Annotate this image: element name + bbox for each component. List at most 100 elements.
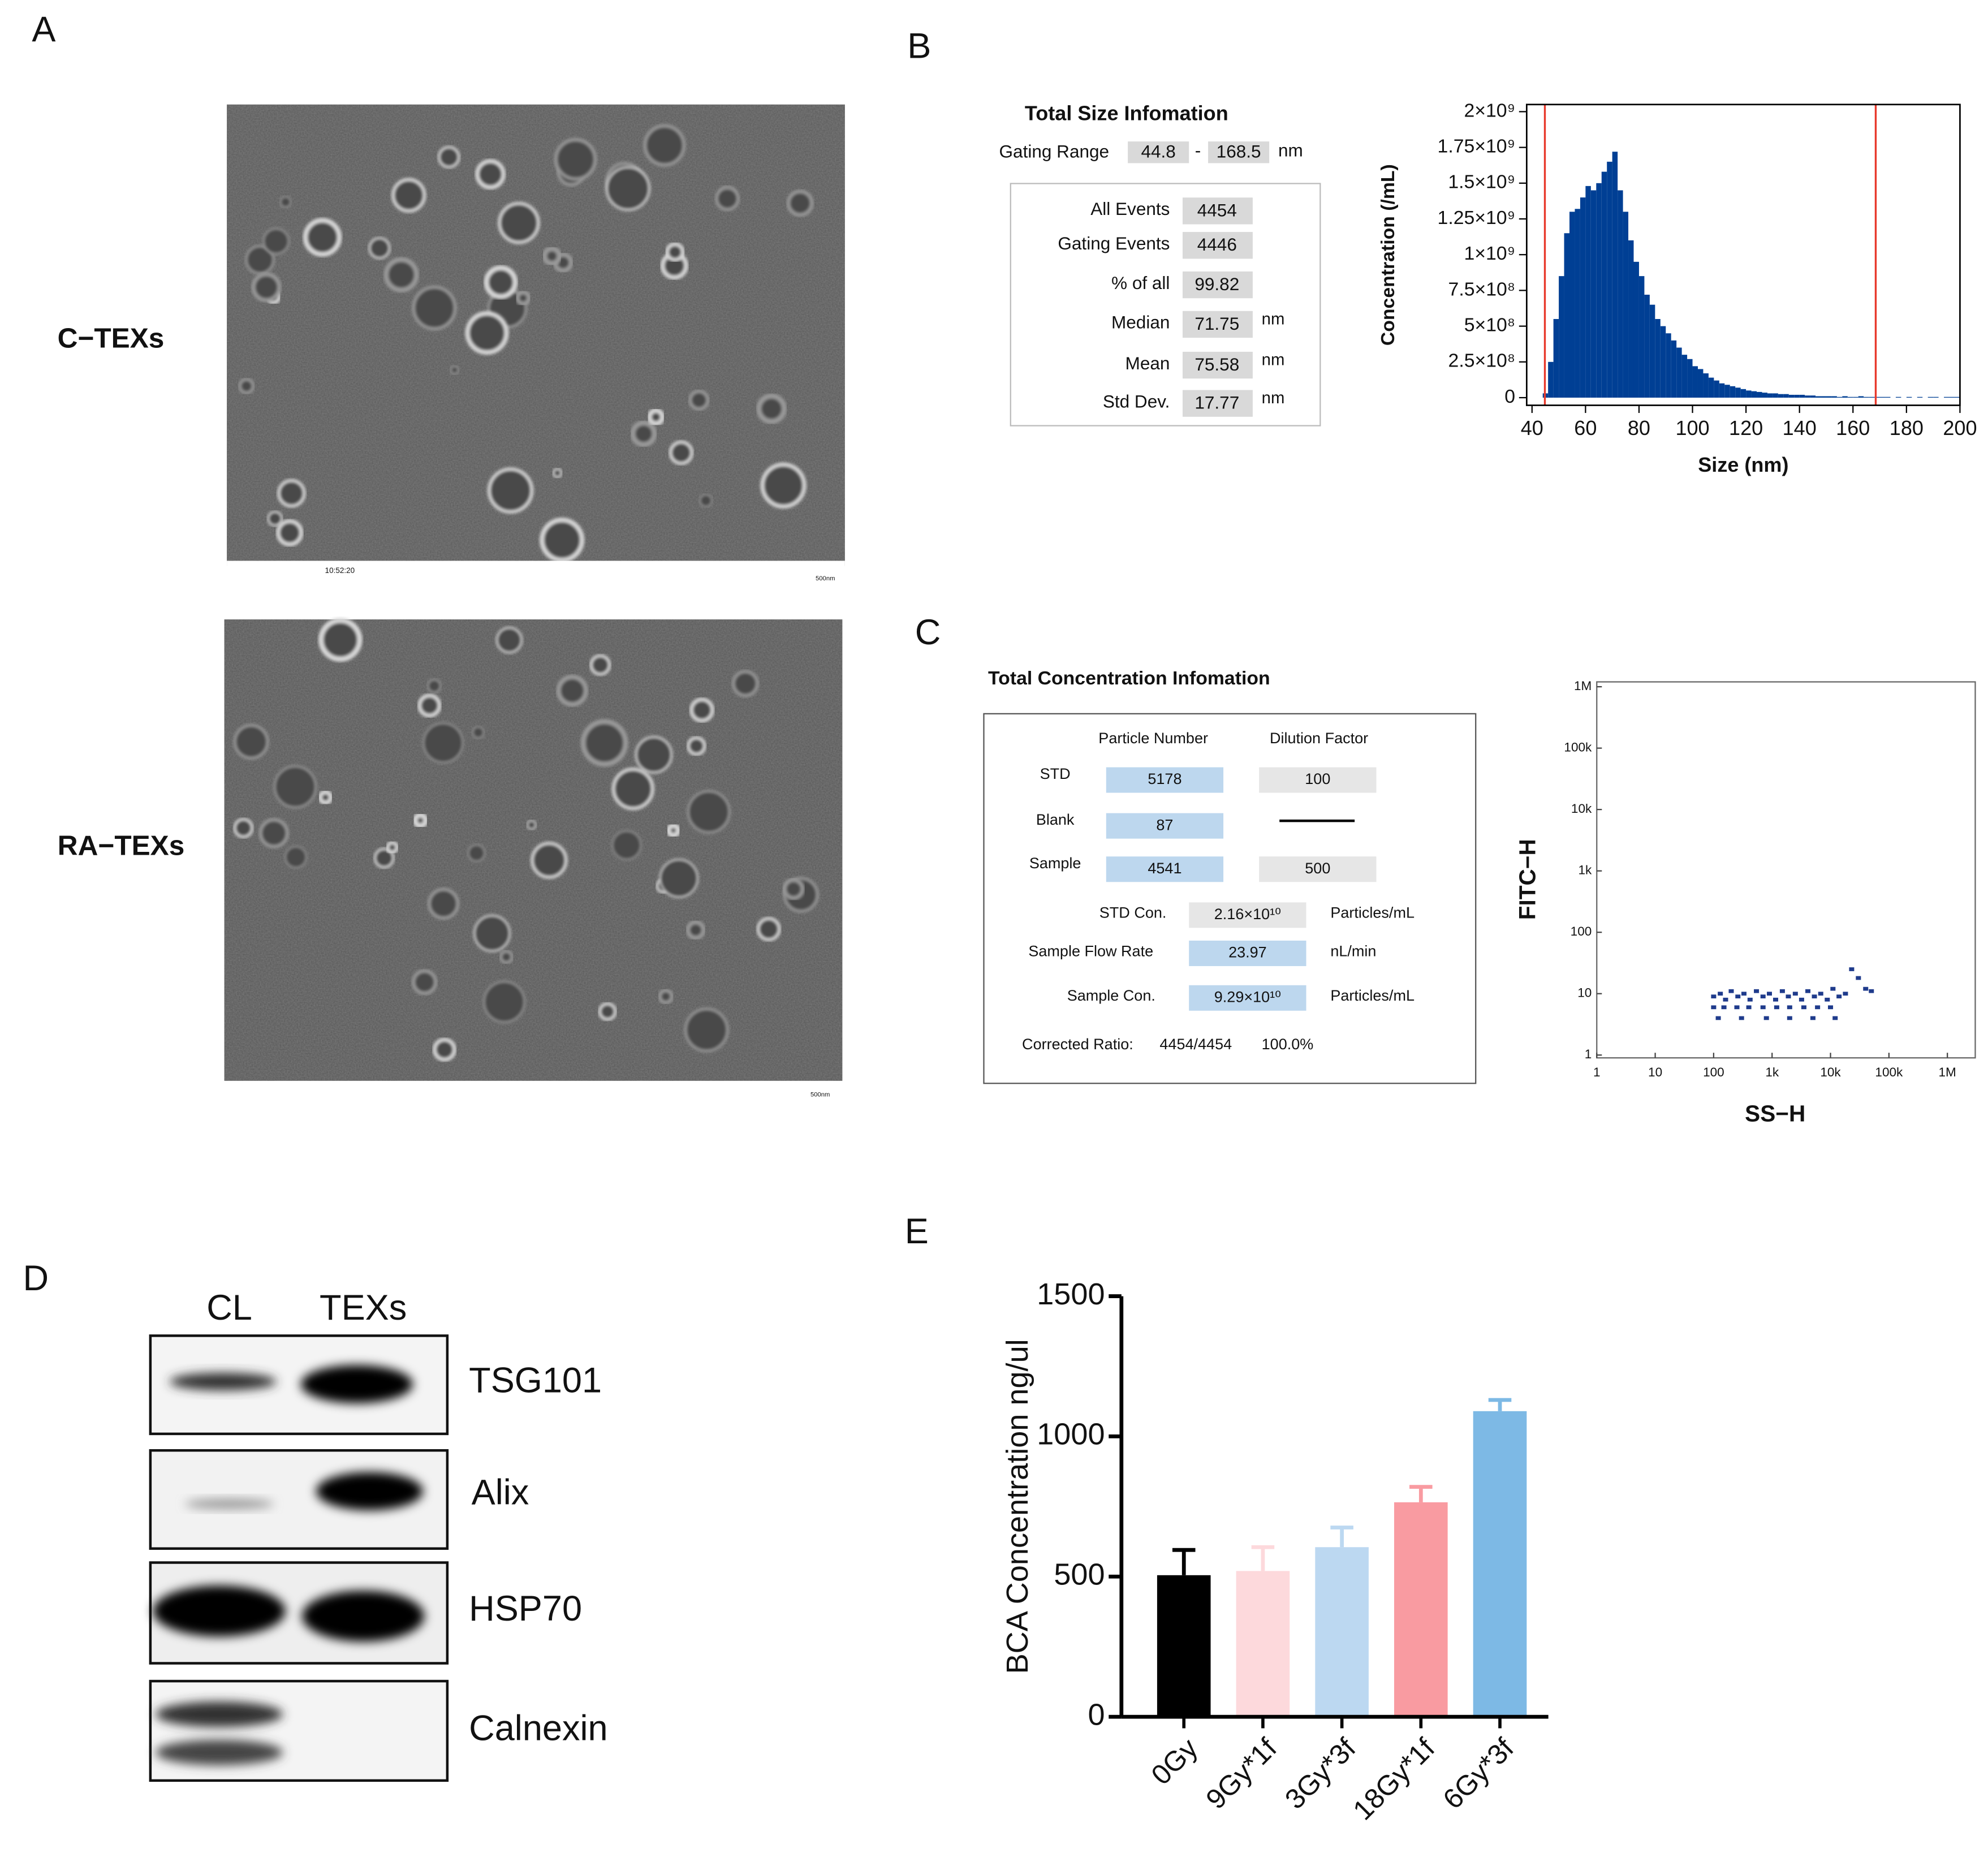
vesicle — [318, 790, 333, 805]
scatter-point — [1792, 992, 1798, 996]
vesicle — [412, 285, 457, 330]
histogram-bar — [1740, 389, 1746, 398]
y-tick-label: 500 — [1054, 1558, 1105, 1592]
histogram-bar — [1954, 397, 1960, 398]
histogram-bar — [1553, 318, 1559, 398]
vesicle — [245, 245, 275, 275]
info-value: 4454 — [1197, 200, 1237, 220]
value-box — [1182, 197, 1253, 225]
scatter-point — [1718, 992, 1723, 996]
vesicle — [580, 719, 628, 767]
tem-stamp: 10:52:20 — [325, 566, 355, 575]
scatter-point — [1818, 992, 1823, 996]
vesicle — [417, 693, 442, 718]
x-tick-label: 140 — [1783, 416, 1817, 440]
scatter-point — [1810, 1016, 1815, 1020]
column-header: Dilution Factor — [1270, 730, 1368, 747]
corrected-ratio: 4454/4454 — [1159, 1036, 1232, 1053]
protein-label: Calnexin — [469, 1709, 607, 1748]
x-axis-label: SS−H — [1745, 1100, 1805, 1126]
info-value: 4446 — [1197, 234, 1237, 255]
scatter-point — [1830, 986, 1836, 991]
vesicle — [391, 178, 426, 213]
y-tick-label: 1 — [1585, 1047, 1592, 1061]
protein-label: HSP70 — [469, 1589, 582, 1628]
band — [302, 1591, 425, 1642]
western-blot — [149, 1334, 449, 1782]
value-box — [1128, 141, 1189, 163]
band — [300, 1365, 413, 1403]
info-label: Gating Events — [1058, 233, 1170, 253]
scatter-point — [1721, 1005, 1727, 1010]
x-tick-label: 10k — [1820, 1065, 1841, 1079]
vesicle — [699, 494, 713, 507]
vesicle — [531, 842, 568, 879]
histogram-bar — [1783, 394, 1789, 398]
vesicle — [643, 124, 686, 167]
scatter-point — [1734, 1005, 1740, 1010]
result-value: 9.29×10¹⁰ — [1214, 988, 1281, 1005]
vesicle — [495, 627, 523, 654]
y-tick-label: 1500 — [1037, 1277, 1105, 1311]
histogram-bar — [1559, 276, 1564, 398]
histogram-bar — [1799, 394, 1805, 398]
vesicle — [589, 654, 611, 676]
y-tick-label: 100 — [1571, 924, 1592, 938]
histogram-bar — [1676, 347, 1682, 398]
histogram-bar — [1628, 240, 1634, 398]
histogram-bar — [1618, 190, 1623, 398]
histogram-bar — [1794, 394, 1800, 398]
scatter-point — [1786, 994, 1791, 999]
value-box — [1189, 985, 1306, 1011]
histogram-bar — [1933, 397, 1939, 398]
vesicle — [276, 519, 304, 546]
histogram-bar — [1874, 397, 1880, 398]
histogram-bar — [1746, 390, 1752, 398]
info-value: 17.77 — [1194, 393, 1239, 413]
histogram-bar — [1687, 359, 1693, 398]
histogram-bar — [1638, 276, 1645, 398]
row-label: Blank — [1036, 811, 1075, 828]
y-tick-label: 10k — [1571, 802, 1592, 816]
vesicle — [383, 257, 419, 292]
scatter-point — [1774, 1005, 1779, 1010]
vesicle — [437, 145, 460, 169]
vesicle — [484, 265, 518, 299]
x-tick-label: 1k — [1765, 1065, 1779, 1079]
histogram-bar — [1681, 355, 1688, 398]
info-label: All Events — [1090, 199, 1170, 219]
x-tick-label: 100 — [1703, 1065, 1724, 1079]
histogram-bar — [1585, 186, 1591, 398]
histogram-bar — [1895, 397, 1901, 398]
vesicle — [267, 511, 283, 527]
plot-frame — [1596, 681, 1976, 1059]
histogram-bar — [1714, 380, 1719, 398]
scatter-point — [1760, 994, 1766, 999]
vesicle — [432, 1037, 456, 1062]
histogram-bar — [1778, 394, 1784, 398]
histogram-bar — [1708, 377, 1714, 398]
vesicle — [598, 1002, 617, 1021]
info-value: 75.58 — [1194, 354, 1239, 374]
vesicle — [483, 980, 525, 1023]
tem-scale: 500nm — [816, 575, 835, 582]
particle-number: 87 — [1156, 816, 1173, 833]
value-box — [1182, 390, 1253, 417]
scatter-point — [1787, 1016, 1792, 1020]
vesicle — [467, 844, 486, 862]
result-value: 2.16×10¹⁰ — [1214, 906, 1281, 923]
histogram-bar — [1660, 326, 1666, 398]
histogram-bar — [1612, 152, 1618, 398]
vesicle — [412, 812, 429, 829]
info-label: Std Dev. — [1103, 391, 1170, 411]
histogram-bar — [1724, 385, 1730, 398]
scatter-point — [1856, 976, 1861, 980]
vesicle — [669, 440, 694, 466]
histogram-bar — [1655, 318, 1661, 398]
histogram-bar — [1697, 369, 1704, 398]
scatter-point — [1815, 1005, 1821, 1010]
y-axis-label: FITC−H — [1515, 839, 1541, 920]
scatter-point — [1747, 997, 1753, 1002]
vesicle — [715, 186, 740, 211]
